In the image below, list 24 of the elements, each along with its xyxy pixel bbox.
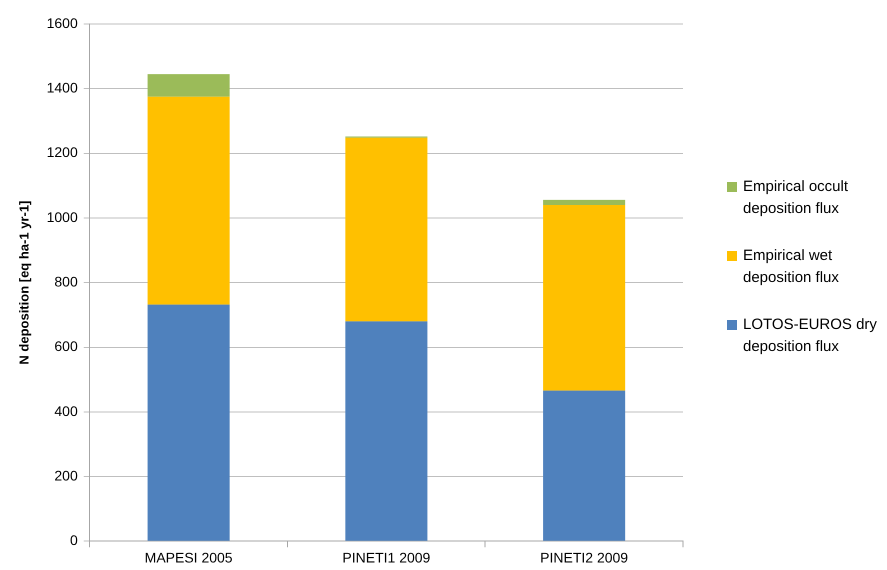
y-tick-label: 600 xyxy=(54,338,78,354)
x-tick-label: PINETI1 2009 xyxy=(342,549,431,566)
x-tick-label: PINETI2 2009 xyxy=(540,549,628,566)
bar xyxy=(543,205,626,391)
legend-label: Empirical wet deposition flux xyxy=(743,246,840,288)
bar xyxy=(543,200,626,206)
y-tick-label: 0 xyxy=(70,532,78,548)
y-tick-label: 1000 xyxy=(46,208,78,225)
bar xyxy=(148,74,230,97)
legend-label: Empirical occult deposition flux xyxy=(743,177,850,219)
y-tick-label: 1400 xyxy=(46,80,78,96)
legend-label: LOTOS-EUROS dry deposition flux xyxy=(743,315,878,357)
y-tick-label: 1600 xyxy=(46,14,78,31)
bar xyxy=(543,390,626,541)
y-axis-title: N deposition [eq ha-1 yr-1] xyxy=(16,200,32,365)
bar xyxy=(148,96,230,305)
x-tick-label: MAPESI 2005 xyxy=(144,549,233,566)
bar xyxy=(148,304,230,541)
bar xyxy=(345,321,428,541)
bar xyxy=(345,138,428,322)
y-tick-label: 1200 xyxy=(46,144,78,160)
y-tick-label: 800 xyxy=(54,273,78,290)
y-tick-label: 400 xyxy=(54,402,78,419)
y-tick-label: 200 xyxy=(54,467,78,484)
